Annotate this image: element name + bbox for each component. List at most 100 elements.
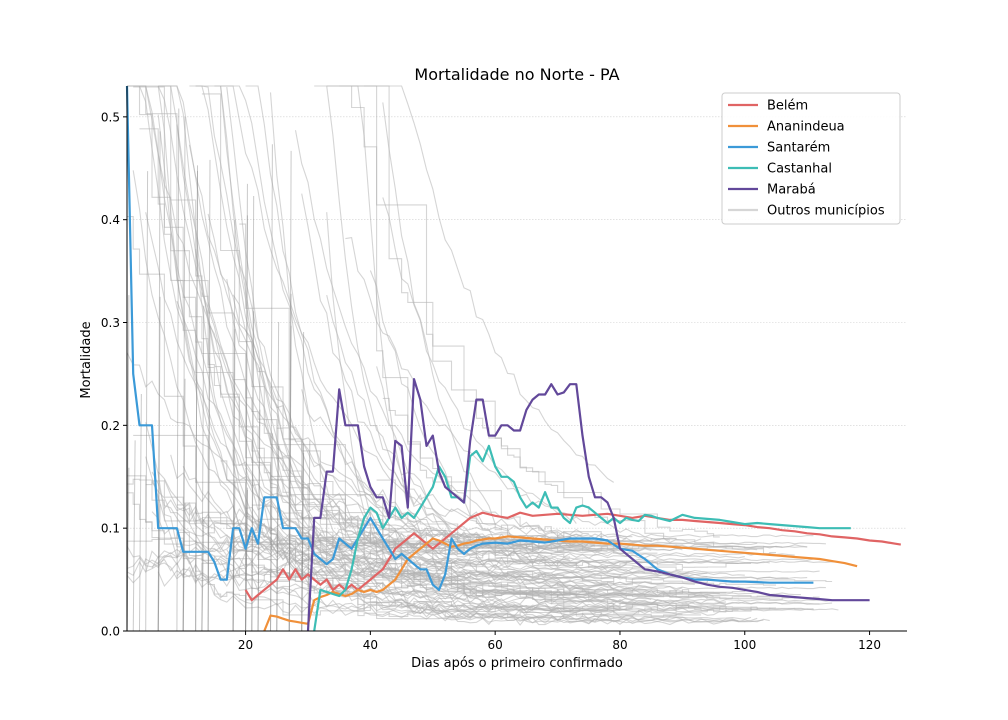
other-municipality-line xyxy=(382,197,671,541)
other-municipality-line xyxy=(145,456,726,611)
other-municipality-line xyxy=(201,292,695,586)
legend-box xyxy=(721,92,901,225)
x-tick-label: 80 xyxy=(612,638,627,652)
other-municipality-jump xyxy=(288,150,292,632)
y-tick-label: 0.4 xyxy=(101,213,120,227)
other-municipality-line xyxy=(157,471,770,566)
other-municipality-jump xyxy=(201,305,205,632)
other-municipality-line xyxy=(220,460,776,598)
other-municipality-jump xyxy=(301,443,305,632)
other-municipality-jump xyxy=(207,325,211,632)
other-municipality-line xyxy=(220,85,596,624)
other-municipality-line xyxy=(369,555,571,578)
other-municipality-jump xyxy=(270,433,273,632)
legend: Belém Ananindeua Santarém Castanhal Marabá Ou… xyxy=(721,92,901,225)
other-municipality-jump xyxy=(232,329,236,632)
y-tick-label: 0.2 xyxy=(101,419,120,433)
other-municipality-line xyxy=(326,499,683,591)
other-municipality-jump xyxy=(201,519,205,632)
y-tick-label: 0.5 xyxy=(101,110,120,124)
axis-ticks: 0.0 0.1 0.2 0.3 0.4 0.5 20 40 60 80 100 120 xyxy=(101,110,881,652)
legend-label: Santarém xyxy=(767,141,830,156)
other-municipality-line xyxy=(376,479,751,569)
y-axis-label: Mortalidade xyxy=(79,321,94,398)
other-municipality-line xyxy=(376,366,658,607)
other-municipality-jump xyxy=(301,332,305,632)
other-municipality-jump xyxy=(251,195,255,632)
other-municipality-line xyxy=(326,85,776,555)
other-municipality-jump xyxy=(245,215,248,632)
other-municipality-line xyxy=(176,504,727,552)
other-municipality-line xyxy=(326,294,589,535)
other-municipality-jump xyxy=(138,393,142,632)
other-municipality-line xyxy=(301,193,633,540)
legend-label: Marabá xyxy=(767,183,816,198)
series-line-ananindeua xyxy=(263,535,858,632)
other-municipality-line xyxy=(345,236,577,524)
other-municipality-line xyxy=(170,454,814,539)
axes xyxy=(126,86,907,632)
other-municipality-jump xyxy=(245,183,248,632)
other-municipality-jump xyxy=(257,367,261,632)
legend-label: Outros municípios xyxy=(767,204,885,219)
other-municipality-line xyxy=(158,85,664,585)
other-municipality-jump xyxy=(245,487,248,632)
y-tick-label: 0.1 xyxy=(101,522,120,536)
other-municipality-jump xyxy=(301,452,305,632)
other-municipality-line xyxy=(294,130,583,538)
other-municipality-line xyxy=(127,85,764,623)
legend-label: Belém xyxy=(767,99,808,114)
other-municipality-jump xyxy=(270,144,273,632)
x-tick-label: 20 xyxy=(238,638,253,652)
other-municipality-jump xyxy=(276,445,280,632)
other-municipality-line xyxy=(388,529,758,623)
series-line-maraba xyxy=(306,378,870,632)
other-municipality-line xyxy=(339,85,720,538)
other-municipality-line xyxy=(126,545,627,597)
other-municipality-line xyxy=(382,397,677,542)
other-municipality-jump xyxy=(145,171,149,632)
other-municipality-jump xyxy=(157,296,161,632)
legend-label: Castanhal xyxy=(767,162,832,177)
y-tick-label: 0.0 xyxy=(101,625,120,639)
highlighted-series-lines xyxy=(125,85,901,632)
other-municipality-line xyxy=(133,434,702,620)
series-line-santarem xyxy=(125,85,814,592)
legend-label: Ananindeua xyxy=(767,120,845,135)
other-municipality-line xyxy=(226,278,745,559)
other-municipality-line xyxy=(364,85,614,483)
series-line-castanhal xyxy=(313,444,851,632)
other-municipality-line xyxy=(276,427,751,594)
other-municipality-line xyxy=(132,170,839,564)
other-municipality-jump xyxy=(176,108,180,632)
other-municipality-jump xyxy=(132,440,136,632)
other-municipality-jump xyxy=(195,170,199,632)
other-municipality-line xyxy=(133,85,589,542)
x-tick-label: 120 xyxy=(858,638,881,652)
x-tick-label: 60 xyxy=(488,638,503,652)
other-municipality-line xyxy=(145,212,826,590)
series-line-belem xyxy=(244,511,901,602)
other-municipality-jump xyxy=(182,503,186,632)
other-municipality-jump xyxy=(182,378,186,632)
other-municipality-jump xyxy=(195,165,199,632)
other-municipality-line xyxy=(151,471,621,623)
other-municipality-jump xyxy=(232,480,236,632)
y-tick-label: 0.3 xyxy=(101,316,120,330)
other-municipality-line xyxy=(301,389,708,577)
other-municipality-jump xyxy=(157,504,161,632)
other-municipality-line xyxy=(195,85,658,570)
other-municipality-jump xyxy=(245,489,248,632)
other-municipality-jump xyxy=(232,219,236,632)
chart-title: Mortalidade no Norte - PA xyxy=(414,65,619,84)
other-municipality-jump xyxy=(307,440,311,632)
other-municipality-line xyxy=(182,502,745,577)
other-municipality-jump xyxy=(182,116,186,632)
other-municipality-line xyxy=(158,85,646,574)
other-municipality-jump xyxy=(157,131,161,632)
other-municipality-jump xyxy=(288,293,292,632)
x-axis-label: Dias após o primeiro confirmado xyxy=(411,656,623,671)
x-tick-label: 100 xyxy=(733,638,756,652)
other-municipality-jump xyxy=(251,311,255,632)
